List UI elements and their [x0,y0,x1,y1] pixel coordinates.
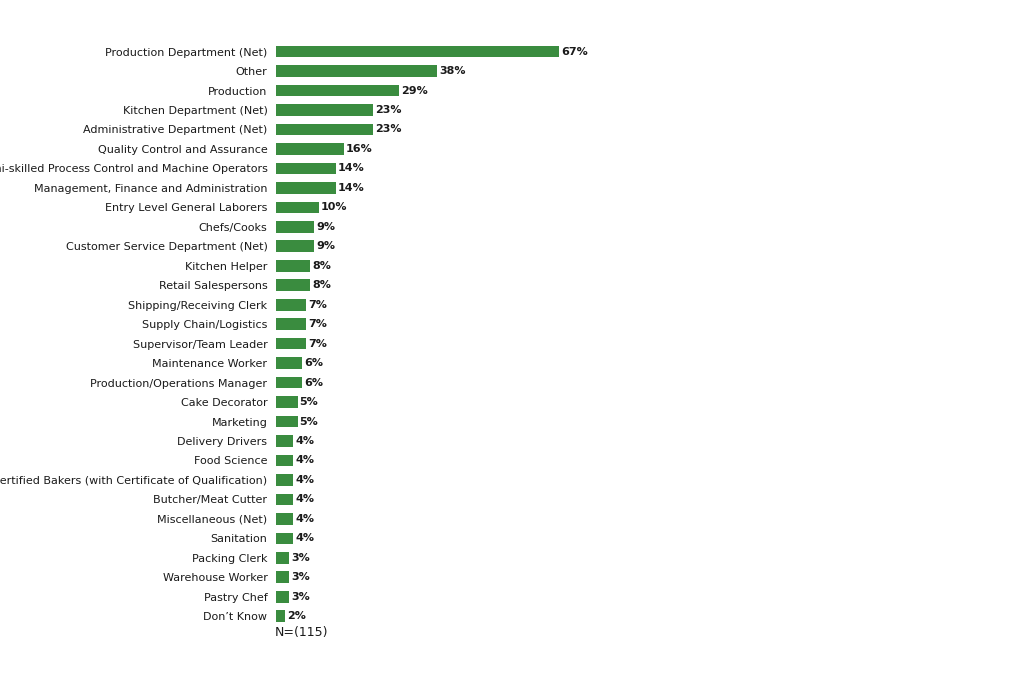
Bar [276,338,306,349]
Bar [276,123,374,136]
Bar [276,65,436,77]
Text: 5%: 5% [300,416,318,426]
Bar [276,416,298,427]
Text: 38%: 38% [439,66,465,76]
Text: 3%: 3% [291,592,310,602]
Text: 4%: 4% [296,475,314,485]
Text: 8%: 8% [312,261,331,271]
Text: 5%: 5% [300,397,318,407]
Bar [276,474,293,485]
Bar [276,377,302,388]
Text: 4%: 4% [296,514,314,524]
Text: 3%: 3% [291,553,310,563]
Bar [276,260,310,272]
Bar [276,572,289,583]
Text: 7%: 7% [308,338,327,348]
Text: 7%: 7% [308,300,327,310]
Bar [276,357,302,369]
Text: 4%: 4% [296,494,314,504]
Text: 16%: 16% [346,144,373,154]
Bar [276,46,559,58]
Text: 9%: 9% [316,241,336,252]
Text: 23%: 23% [376,125,402,134]
Bar [276,552,289,563]
Text: 2%: 2% [287,612,306,621]
Bar [276,241,314,252]
Bar [276,299,306,311]
Text: 6%: 6% [304,378,323,388]
Bar [276,396,298,408]
Bar [276,513,293,525]
Bar [276,143,344,155]
Text: 29%: 29% [400,85,428,96]
Bar [276,610,285,622]
Text: 7%: 7% [308,319,327,330]
Text: 14%: 14% [338,183,365,193]
Text: 3%: 3% [291,572,310,582]
Text: 4%: 4% [296,534,314,543]
Text: 4%: 4% [296,456,314,466]
Text: 67%: 67% [561,47,588,56]
Text: 4%: 4% [296,436,314,446]
Text: 14%: 14% [338,163,365,174]
Text: 9%: 9% [316,222,336,232]
Bar [276,494,293,505]
Bar [276,591,289,603]
Bar [276,279,310,291]
Bar [276,532,293,544]
Text: N=(115): N=(115) [274,626,329,639]
Bar [276,104,374,116]
Bar [276,182,336,194]
Bar [276,455,293,466]
Text: 6%: 6% [304,358,323,368]
Bar [276,85,398,96]
Text: 23%: 23% [376,105,402,115]
Bar [276,201,318,213]
Bar [276,221,314,233]
Text: 8%: 8% [312,280,331,290]
Bar [276,319,306,330]
Bar [276,435,293,447]
Bar [276,163,336,174]
Text: 10%: 10% [321,202,347,212]
